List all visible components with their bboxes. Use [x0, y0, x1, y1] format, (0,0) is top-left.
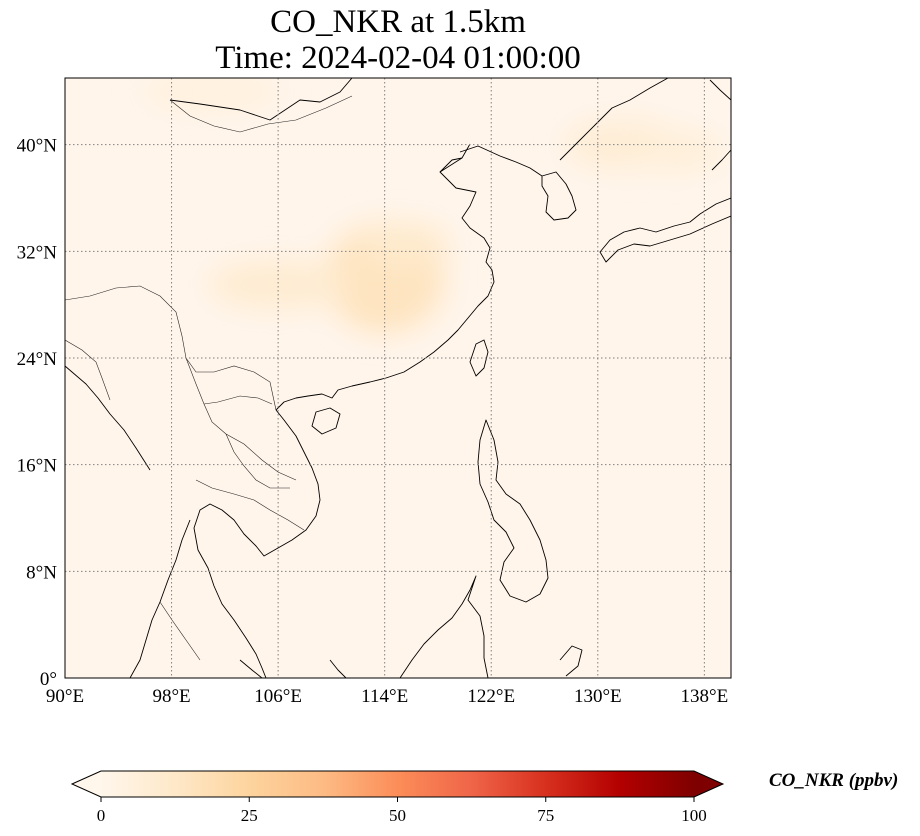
- concentration-field: [141, 78, 723, 333]
- map-frame: [64, 77, 732, 679]
- coastline-japan: [599, 197, 731, 263]
- colorbar-tick-label: 100: [681, 806, 707, 825]
- lat-tick-label: 24°N: [17, 349, 58, 370]
- lat-tick-labels: 0° 8°N 16°N 24°N 32°N 40°N: [17, 136, 58, 690]
- map-background: [65, 78, 731, 678]
- colorbar-extend-high: [694, 771, 723, 797]
- coastline-philippines: [477, 419, 549, 603]
- coastline-china: [169, 78, 495, 411]
- coastline-korea: [541, 171, 577, 221]
- country-borders: [65, 95, 353, 661]
- lon-tick-label: 138°E: [681, 686, 729, 707]
- lat-tick-label: 8°N: [26, 562, 57, 583]
- coastline-indochina: [193, 409, 321, 678]
- lon-tick-label: 122°E: [467, 686, 515, 707]
- coastline-borneo: [399, 575, 489, 678]
- coastline-taiwan: [469, 339, 489, 377]
- lat-tick-label: 0°: [40, 669, 57, 690]
- lon-tick-label: 114°E: [361, 686, 408, 707]
- concentration-patch-north-china-plain: [359, 222, 450, 267]
- lat-tick-label: 16°N: [17, 456, 58, 477]
- colorbar-title: CO_NKR (ppbv): [769, 770, 899, 791]
- colorbar: 0 25 50 75 100: [70, 770, 725, 825]
- lat-tick-label: 32°N: [17, 242, 58, 263]
- map-title: CO_NKR at 1.5km: [270, 4, 526, 40]
- colorbar-tick-label: 0: [97, 806, 106, 825]
- colorbar-tick-label: 50: [389, 806, 406, 825]
- lon-tick-labels: 90°E 98°E 106°E 114°E 122°E 130°E 138°E: [46, 686, 728, 707]
- lon-tick-label: 98°E: [152, 686, 190, 707]
- coastlines: [65, 78, 731, 678]
- lon-tick-label: 106°E: [254, 686, 302, 707]
- lat-tick-label: 40°N: [17, 136, 58, 157]
- map-subtitle-time: Time: 2024-02-04 01:00:00: [215, 40, 581, 76]
- concentration-patch-japan-sea: [632, 131, 723, 172]
- lon-tick-label: 90°E: [46, 686, 84, 707]
- lon-tick-label: 130°E: [574, 686, 622, 707]
- coastline-hainan: [311, 407, 341, 435]
- colorbar-tick-label: 75: [537, 806, 554, 825]
- colorbar-gradient: [101, 771, 694, 797]
- concentration-patch-sichuan-basin: [208, 259, 349, 310]
- colorbar-extend-low: [72, 771, 101, 797]
- concentration-patch-mongolia: [141, 78, 282, 112]
- colorbar-tick-label: 25: [241, 806, 258, 825]
